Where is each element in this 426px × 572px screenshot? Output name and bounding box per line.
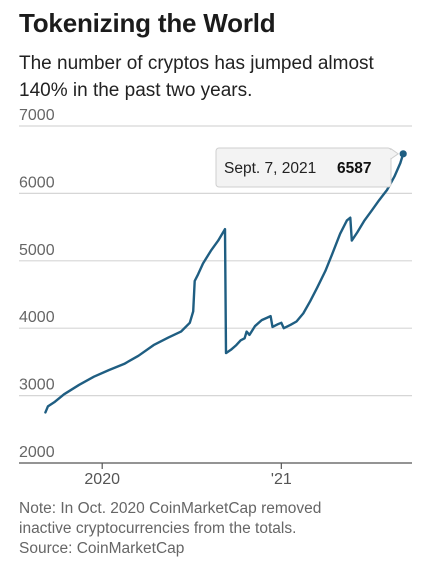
y-tick-label: 3000: [19, 377, 55, 394]
callout-box: [215, 147, 392, 188]
note-line-1: Note: In Oct. 2020 CoinMarketCap removed: [19, 500, 322, 517]
callout-pointer: [390, 147, 400, 160]
x-tick-label: 2020: [84, 471, 120, 488]
line-chart: 2000 3000 4000 5000 6000 7000 2020 '21 Sept. 7, …: [19, 107, 412, 488]
callout-value-label: 6587: [337, 160, 371, 177]
chart-footnote: Note: In Oct. 2020 CoinMarketCap removed…: [19, 499, 419, 559]
series-line: [44, 152, 405, 414]
y-tick-label: 6000: [19, 174, 55, 191]
x-tick-label: '21: [271, 471, 292, 488]
series-endpoint-marker: [399, 150, 407, 158]
y-tick-label: 2000: [19, 444, 55, 461]
note-line-2: inactive cryptocurrencies from the total…: [19, 520, 297, 537]
callout-date-label: Sept. 7, 2021: [224, 160, 316, 177]
chart-subtitle: The number of cryptos has jumped almost …: [19, 53, 374, 101]
y-tick-label: 4000: [19, 309, 55, 326]
y-tick-label: 7000: [19, 107, 55, 124]
chart-title: Tokenizing the World: [19, 8, 276, 38]
source-line: Source: CoinMarketCap: [19, 540, 185, 557]
y-tick-label: 5000: [19, 242, 55, 259]
